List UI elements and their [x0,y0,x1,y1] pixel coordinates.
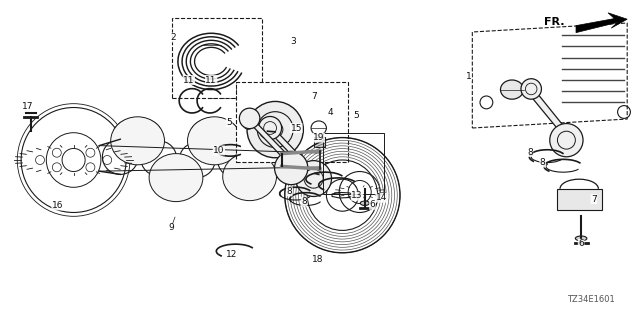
Circle shape [259,116,282,140]
Text: 12: 12 [226,250,237,259]
Polygon shape [269,131,316,173]
Text: 8: 8 [527,148,532,156]
Circle shape [247,101,303,158]
Bar [172,18,262,98]
Text: 17: 17 [22,102,33,111]
Text: 13: 13 [351,191,363,200]
Text: 8: 8 [301,197,307,206]
Text: 2: 2 [171,33,176,42]
Text: 6: 6 [579,239,584,248]
Text: 4: 4 [328,108,333,117]
Polygon shape [248,122,296,163]
Text: 8: 8 [540,158,545,167]
Text: 11: 11 [205,76,217,84]
Circle shape [275,151,308,185]
Ellipse shape [575,236,587,241]
Polygon shape [557,189,602,210]
Text: 8: 8 [287,187,292,196]
Bar [314,137,325,147]
Circle shape [296,161,332,196]
Polygon shape [472,23,627,128]
Text: 1: 1 [466,72,471,81]
Text: 5: 5 [227,118,232,127]
Ellipse shape [149,154,203,202]
Bar [236,82,348,162]
Text: 15: 15 [291,124,302,132]
Text: 10: 10 [213,146,225,155]
Text: 11: 11 [183,76,195,84]
Text: 9: 9 [169,223,174,232]
Text: 5: 5 [353,111,358,120]
Ellipse shape [188,117,241,165]
Text: FR.: FR. [544,17,564,28]
Circle shape [239,108,260,129]
Circle shape [550,124,583,157]
Ellipse shape [111,117,164,165]
Text: 14: 14 [376,193,387,202]
Polygon shape [576,13,627,33]
Text: TZ34E1601: TZ34E1601 [566,295,614,304]
Text: 7: 7 [591,195,596,204]
Circle shape [521,79,541,99]
Text: 16: 16 [52,201,63,210]
Bar [323,133,384,194]
Ellipse shape [223,153,276,201]
Polygon shape [528,92,571,136]
Text: 3: 3 [291,37,296,46]
Ellipse shape [500,80,524,99]
Text: 18: 18 [312,255,323,264]
Text: 7: 7 [311,92,316,101]
Text: 19: 19 [313,133,324,142]
Text: 6: 6 [370,200,375,209]
Ellipse shape [360,201,369,205]
